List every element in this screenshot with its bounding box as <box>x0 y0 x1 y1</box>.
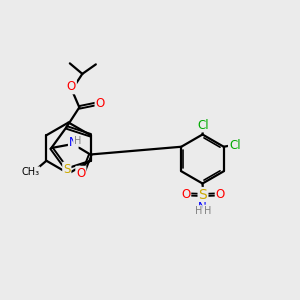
Text: N: N <box>69 136 78 148</box>
Text: CH₃: CH₃ <box>21 167 40 177</box>
Text: O: O <box>216 188 225 201</box>
Text: O: O <box>95 97 105 110</box>
Text: O: O <box>67 80 76 93</box>
Text: S: S <box>199 188 207 202</box>
Text: Cl: Cl <box>197 118 209 131</box>
Text: H: H <box>195 206 202 216</box>
Text: H: H <box>74 136 81 146</box>
Text: O: O <box>181 188 190 201</box>
Text: O: O <box>76 167 86 180</box>
Text: S: S <box>63 163 70 176</box>
Text: H: H <box>204 206 211 215</box>
Text: Cl: Cl <box>229 139 241 152</box>
Text: N: N <box>198 201 207 214</box>
